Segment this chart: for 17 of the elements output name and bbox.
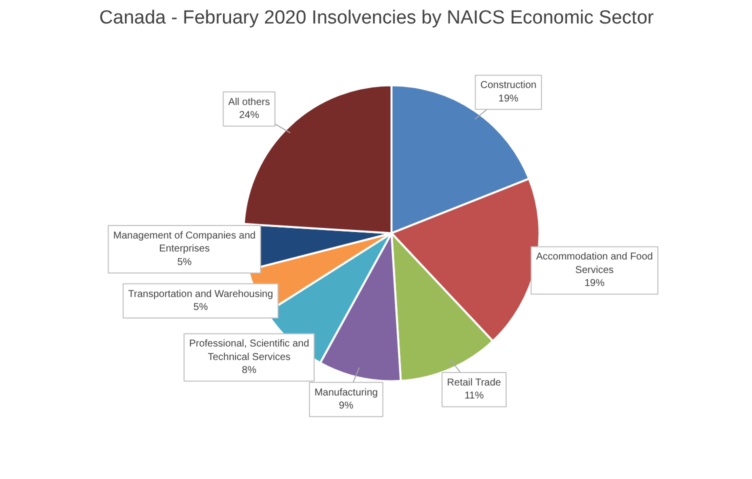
data-label: 24% — [239, 110, 260, 122]
data-label: 5% — [177, 256, 192, 268]
slice-label: Construction — [480, 80, 536, 92]
slice-label: Transportation and Warehousing — [128, 288, 274, 300]
data-label: 8% — [242, 365, 256, 376]
chart-title: Canada - February 2020 Insolvencies by NAICS Economic Sector — [99, 8, 654, 28]
data-label: 19% — [498, 93, 519, 104]
data-label: 5% — [193, 302, 208, 313]
data-label: 11% — [464, 390, 484, 402]
slice-label: Accommodation and Food Services — [536, 252, 653, 276]
slice-label: Professional, Scientific and Technical Services — [189, 338, 310, 363]
data-label: 9% — [338, 400, 354, 412]
slice-label: Retail Trade — [447, 378, 502, 388]
data-label: 19% — [584, 278, 605, 290]
slice-label: All others — [228, 96, 270, 108]
slice-label: Manufacturing — [314, 387, 378, 398]
slice-label: Management of Companies and Enterprises — [113, 230, 256, 255]
